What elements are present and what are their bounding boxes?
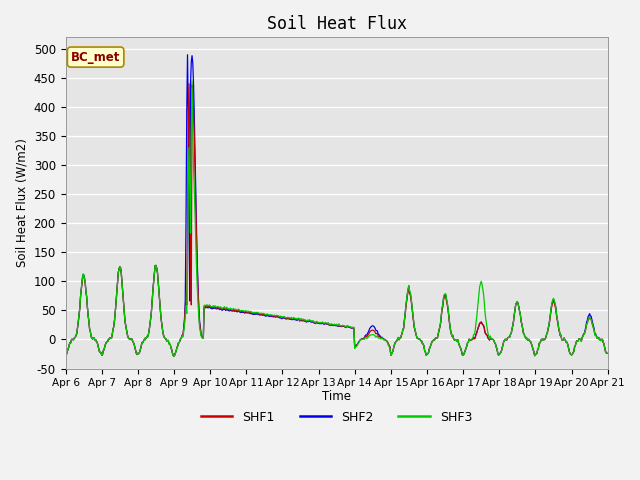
SHF3 (212, 304, 220, 310)
Line: SHF3: SHF3 (65, 81, 607, 356)
SHF2 (183, 108, 191, 114)
Legend: SHF1, SHF2, SHF3: SHF1, SHF2, SHF3 (196, 406, 477, 429)
SHF2 (61, 351, 69, 357)
SHF1 (603, 350, 611, 356)
SHF1 (212, 305, 220, 311)
SHF3 (188, 78, 196, 84)
SHF3 (419, 341, 427, 347)
SHF3 (72, 334, 79, 340)
X-axis label: Time: Time (322, 390, 351, 403)
Y-axis label: Soil Heat Flux (W/m2): Soil Heat Flux (W/m2) (15, 139, 28, 267)
SHF2 (170, 353, 178, 359)
SHF1 (127, 336, 135, 341)
SHF3 (127, 336, 135, 341)
SHF1 (404, 293, 412, 299)
SHF3 (61, 351, 69, 357)
SHF2 (603, 350, 611, 356)
SHF2 (72, 334, 79, 340)
SHF3 (603, 350, 611, 356)
Text: BC_met: BC_met (71, 50, 120, 63)
SHF2 (212, 306, 220, 312)
SHF2 (127, 336, 135, 342)
SHF3 (183, 311, 191, 316)
Title: Soil Heat Flux: Soil Heat Flux (267, 15, 406, 33)
SHF1 (72, 335, 79, 340)
SHF1 (419, 341, 427, 347)
SHF3 (170, 353, 178, 359)
SHF1 (183, 302, 191, 308)
SHF3 (404, 290, 412, 296)
SHF1 (61, 351, 69, 357)
SHF2 (419, 341, 427, 347)
Line: SHF2: SHF2 (65, 55, 607, 356)
Line: SHF1: SHF1 (65, 84, 607, 356)
SHF1 (185, 81, 193, 87)
SHF2 (404, 291, 412, 297)
SHF1 (170, 353, 178, 359)
SHF2 (184, 52, 191, 58)
